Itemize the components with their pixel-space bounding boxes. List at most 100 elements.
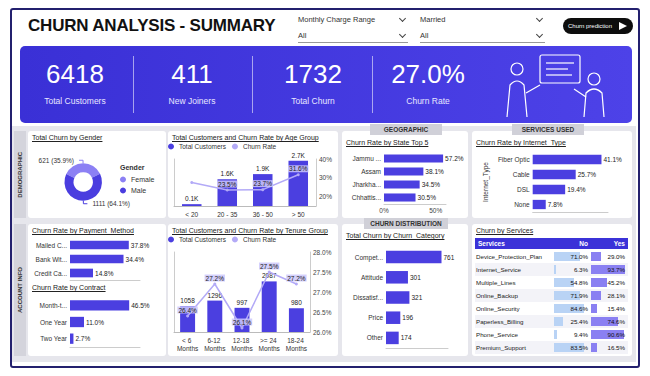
svg-text:< 20: < 20 — [185, 211, 198, 218]
svg-text:Churn Rate: Churn Rate — [243, 143, 277, 150]
svg-text:18-24: 18-24 — [287, 337, 305, 344]
svg-text:Compet...: Compet... — [355, 254, 383, 262]
svg-text:621 (35.9%): 621 (35.9%) — [39, 157, 74, 165]
svg-text:Months: Months — [177, 345, 199, 352]
html-text:All: All — [298, 31, 307, 40]
svg-text:Chhattis...: Chhattis... — [352, 194, 381, 201]
svg-text:20 - 35: 20 - 35 — [217, 211, 238, 218]
svg-text:40%: 40% — [319, 156, 332, 163]
svg-text:1.6K: 1.6K — [221, 170, 235, 177]
svg-text:Male: Male — [131, 187, 146, 194]
svg-text:23.5%: 23.5% — [218, 181, 237, 188]
svg-text:Fiber Optic: Fiber Optic — [498, 156, 531, 164]
svg-text:Total Customers: Total Customers — [179, 236, 227, 243]
svg-text:41.1%: 41.1% — [603, 156, 622, 163]
svg-text:12-18: 12-18 — [233, 337, 251, 344]
svg-text:Other: Other — [367, 334, 384, 341]
svg-text:Attitude: Attitude — [361, 274, 383, 281]
svg-text:>= 24: >= 24 — [260, 337, 278, 344]
svg-text:Credit Ca...: Credit Ca... — [34, 270, 67, 277]
svg-text:2.7K: 2.7K — [292, 152, 306, 159]
svg-text:0.1K: 0.1K — [185, 195, 199, 202]
svg-text:6-12: 6-12 — [207, 337, 222, 344]
svg-text:26.1%: 26.1% — [233, 319, 252, 326]
svg-text:20%: 20% — [319, 193, 332, 200]
svg-text:980: 980 — [291, 299, 302, 306]
svg-text:Months: Months — [259, 345, 281, 352]
svg-text:Jammu ...: Jammu ... — [352, 155, 381, 162]
svg-text:301: 301 — [410, 274, 421, 281]
svg-text:25.7%: 25.7% — [578, 171, 597, 178]
svg-text:Mailed C...: Mailed C... — [36, 242, 67, 249]
svg-text:50%: 50% — [429, 207, 442, 214]
html-text:27.0%: 27.0% — [391, 59, 465, 89]
svg-text:27.0%: 27.0% — [313, 289, 332, 296]
html-text:New Joiners: New Joiners — [168, 96, 216, 106]
svg-text:34.4%: 34.4% — [126, 256, 145, 263]
svg-text:2.7%: 2.7% — [75, 335, 90, 342]
svg-text:28.0%: 28.0% — [313, 249, 332, 256]
svg-text:Price: Price — [368, 314, 383, 321]
svg-text:None: None — [514, 201, 530, 208]
svg-text:Jharkha...: Jharkha... — [352, 181, 381, 188]
svg-text:38.1%: 38.1% — [425, 168, 444, 175]
svg-text:Bank Wit...: Bank Wit... — [36, 256, 68, 263]
svg-text:Assam: Assam — [361, 168, 381, 175]
svg-text:30%: 30% — [319, 174, 332, 181]
svg-text:Total Customers: Total Customers — [179, 143, 227, 150]
html-text:Total Customers: Total Customers — [44, 96, 106, 106]
svg-text:Dissatisf...: Dissatisf... — [353, 294, 383, 301]
svg-text:Internet_Type: Internet_Type — [482, 162, 490, 202]
svg-text:Month-t...: Month-t... — [40, 302, 68, 309]
svg-text:One Year: One Year — [40, 319, 68, 326]
svg-text:26.0%: 26.0% — [313, 329, 332, 336]
svg-text:Cable: Cable — [513, 171, 530, 178]
svg-text:37.8%: 37.8% — [131, 242, 150, 249]
svg-text:27.5%: 27.5% — [260, 263, 279, 270]
svg-text:57.2%: 57.2% — [445, 155, 464, 162]
svg-text:30.5%: 30.5% — [418, 194, 437, 201]
svg-text:< 6: < 6 — [182, 337, 193, 344]
svg-text:0%: 0% — [379, 207, 389, 214]
html-text:1732: 1732 — [284, 59, 342, 89]
svg-text:7.8%: 7.8% — [548, 201, 563, 208]
svg-text:31.6%: 31.6% — [289, 165, 308, 172]
html-text:Churn Rate: Churn Rate — [406, 96, 450, 106]
svg-text:14.8%: 14.8% — [95, 270, 114, 277]
svg-text:Months: Months — [204, 345, 226, 352]
svg-text:Female: Female — [131, 176, 154, 183]
svg-text:26.5%: 26.5% — [313, 309, 332, 316]
svg-text:27.2%: 27.2% — [287, 275, 306, 282]
svg-text:> 50: > 50 — [292, 211, 305, 218]
svg-text:Churn Rate: Churn Rate — [243, 236, 277, 243]
svg-text:19.4%: 19.4% — [567, 186, 586, 193]
svg-text:27.5%: 27.5% — [313, 269, 332, 276]
svg-text:Two Year: Two Year — [40, 335, 68, 342]
html-text:CHURN ANALYSIS - SUMMARY: CHURN ANALYSIS - SUMMARY — [28, 16, 276, 35]
svg-text:46.5%: 46.5% — [131, 302, 150, 309]
html-text:6418: 6418 — [46, 59, 104, 89]
svg-text:321: 321 — [411, 294, 422, 301]
svg-text:Months: Months — [231, 345, 253, 352]
svg-text:997: 997 — [237, 299, 248, 306]
svg-text:23.7%: 23.7% — [254, 180, 273, 187]
html-text:Total Churn: Total Churn — [291, 96, 335, 106]
svg-text:26.4%: 26.4% — [178, 307, 197, 314]
svg-text:196: 196 — [402, 314, 413, 321]
svg-text:34.5%: 34.5% — [422, 181, 441, 188]
html-text:All: All — [420, 31, 429, 40]
svg-text:174: 174 — [401, 334, 412, 341]
html-text:Married: Married — [420, 15, 446, 24]
html-text:Monthly Charge Range: Monthly Charge Range — [298, 15, 376, 24]
svg-text:Gender: Gender — [120, 164, 145, 171]
svg-text:761: 761 — [444, 254, 455, 261]
svg-text:DSL: DSL — [517, 186, 530, 193]
svg-text:36 - 50: 36 - 50 — [253, 211, 274, 218]
html-text:411: 411 — [171, 59, 213, 89]
svg-text:11.0%: 11.0% — [86, 319, 104, 326]
svg-text:1111 (64.1%): 1111 (64.1%) — [92, 200, 130, 208]
svg-text:1.9K: 1.9K — [256, 165, 270, 172]
svg-text:Months: Months — [286, 345, 308, 352]
svg-text:1058: 1058 — [180, 297, 195, 304]
svg-text:27.2%: 27.2% — [206, 275, 225, 282]
